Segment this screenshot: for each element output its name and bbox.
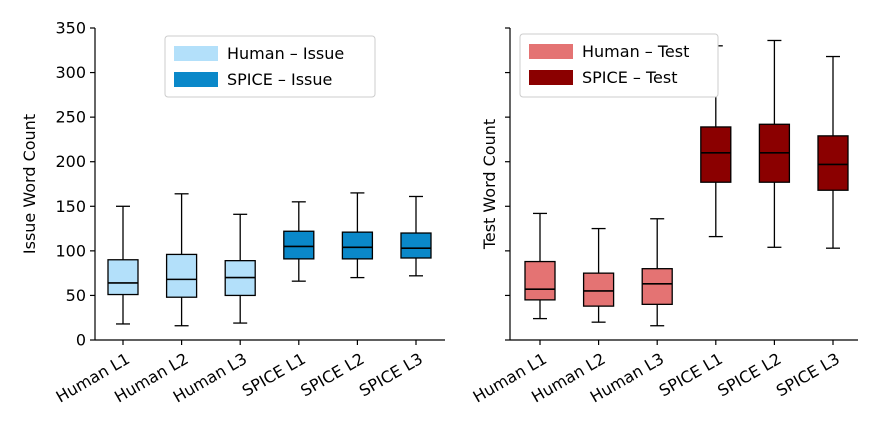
x-tick-label: SPICE L3 <box>773 349 843 400</box>
x-tick-label: SPICE L1 <box>239 349 309 400</box>
x-tick-label: SPICE L2 <box>714 349 784 400</box>
iqr-box <box>582 272 615 307</box>
iqr-box <box>341 231 374 260</box>
iqr-box <box>524 260 556 301</box>
box-spice-l1 <box>283 201 315 282</box>
y-tick-label: 200 <box>55 152 86 171</box>
legend-swatch-spice-issue <box>174 72 218 87</box>
y-axis-label: Test Word Count <box>480 119 499 250</box>
y-tick-label: 250 <box>55 108 86 127</box>
legend: Human – Issue SPICE – Issue <box>164 35 376 98</box>
x-tick-label: SPICE L1 <box>656 349 726 400</box>
box-human-l3 <box>224 213 256 324</box>
x-tick-label: SPICE L2 <box>297 349 367 400</box>
box-human-l2 <box>165 193 198 327</box>
y-tick-label: 100 <box>55 241 86 260</box>
legend-label-human-issue: Human – Issue <box>227 44 344 63</box>
y-tick-label: 150 <box>55 197 86 216</box>
legend-swatch-human-issue <box>174 46 218 61</box>
box-spice-l1 <box>700 45 732 238</box>
legend-label-human-test: Human – Test <box>582 42 689 61</box>
y-tick-label: 350 <box>55 19 86 38</box>
y-axis-label: Issue Word Count <box>20 114 39 254</box>
box-human-l3 <box>641 218 673 327</box>
legend: Human – Test SPICE – Test <box>519 33 719 98</box>
box-spice-l3 <box>817 55 849 249</box>
box-human-l2 <box>582 227 615 323</box>
iqr-box <box>641 268 673 305</box>
iqr-box <box>400 232 432 259</box>
iqr-box <box>817 135 849 191</box>
x-tick-label: SPICE L3 <box>356 349 426 400</box>
issue-panel: 0 50 100 150 200 250 300 350 Issue Word Count Hum… <box>20 19 445 406</box>
iqr-box <box>700 126 732 183</box>
y-tick-label: 0 <box>76 331 86 350</box>
iqr-box <box>107 259 139 296</box>
legend-swatch-spice-test <box>529 70 573 85</box>
box-human-l1 <box>524 212 556 320</box>
legend-label-spice-test: SPICE – Test <box>582 68 677 87</box>
y-tick-label: 50 <box>66 286 86 305</box>
box-spice-l2 <box>341 192 374 279</box>
legend-label-spice-issue: SPICE – Issue <box>227 70 332 89</box>
iqr-box <box>283 230 315 260</box>
legend-swatch-human-test <box>529 44 573 59</box>
y-tick-label: 300 <box>55 63 86 82</box>
box-human-l1 <box>107 205 139 325</box>
box-spice-l2 <box>758 39 791 248</box>
iqr-box <box>165 253 198 298</box>
box-spice-l3 <box>400 195 432 277</box>
